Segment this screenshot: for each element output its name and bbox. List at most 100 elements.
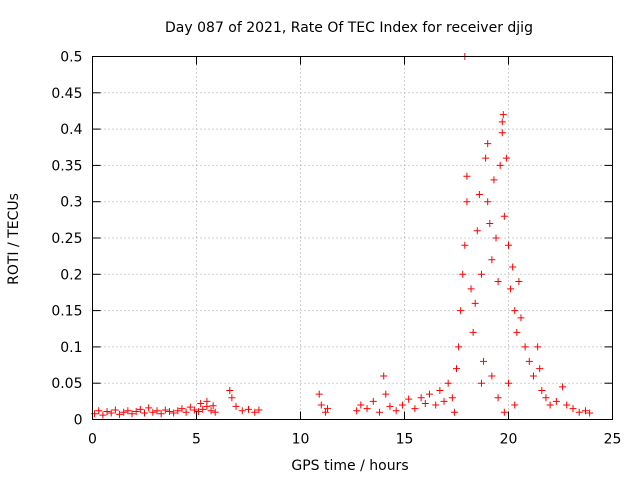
y-tick-label: 0.15: [51, 304, 82, 320]
data-point: [552, 397, 560, 405]
data-point: [499, 111, 507, 119]
data-point: [511, 307, 519, 315]
data-point: [324, 405, 332, 413]
data-point: [509, 263, 517, 271]
data-point: [255, 406, 263, 414]
data-point: [128, 410, 136, 418]
data-point: [228, 394, 236, 402]
data-point: [111, 406, 119, 414]
data-point: [455, 343, 463, 351]
data-point: [432, 401, 440, 409]
data-point: [546, 401, 554, 409]
data-point: [494, 394, 502, 402]
data-point: [116, 410, 124, 418]
data-point: [440, 397, 448, 405]
data-point: [436, 386, 444, 394]
data-point: [392, 407, 400, 415]
data-point: [461, 241, 469, 249]
data-point: [498, 118, 506, 126]
data-point: [457, 307, 465, 315]
data-point: [353, 407, 361, 415]
data-point: [471, 299, 479, 307]
data-point: [467, 285, 475, 293]
data-point: [521, 343, 529, 351]
data-point: [488, 256, 496, 264]
data-point: [496, 161, 504, 169]
y-tick-label: 0.45: [51, 86, 82, 102]
y-tick-label: 0.3: [60, 195, 82, 211]
data-point: [136, 405, 144, 413]
data-point: [211, 408, 219, 416]
y-tick-label: 0.1: [60, 340, 82, 356]
data-point: [488, 372, 496, 380]
data-point: [398, 401, 406, 409]
data-point: [586, 409, 594, 417]
data-point: [453, 365, 460, 373]
data-point: [153, 407, 161, 415]
data-point: [197, 400, 205, 408]
data-point: [559, 383, 567, 391]
data-point: [505, 379, 512, 387]
data-point: [120, 408, 128, 416]
data-point: [245, 405, 252, 413]
y-tick-label: 0.4: [60, 122, 82, 138]
y-axis-label: ROTI / TECUs: [6, 193, 22, 285]
data-point: [132, 408, 140, 416]
data-point: [542, 394, 550, 402]
x-tick-label: 10: [292, 432, 310, 448]
data-point: [417, 394, 425, 402]
data-point: [569, 405, 577, 413]
data-point: [513, 328, 521, 336]
data-point: [174, 407, 182, 415]
data-point: [141, 409, 148, 417]
data-point: [421, 400, 429, 408]
data-point: [382, 390, 390, 398]
data-point: [357, 401, 365, 409]
data-point: [209, 402, 217, 410]
data-point: [186, 403, 194, 411]
data-point: [369, 397, 377, 405]
y-tick-label: 0.25: [51, 231, 82, 247]
data-point: [517, 314, 525, 322]
data-point: [145, 404, 153, 412]
data-point: [494, 278, 502, 286]
x-tick-label: 15: [396, 432, 414, 448]
data-point: [95, 407, 103, 415]
y-tick-label: 0: [74, 413, 83, 429]
data-point: [380, 372, 388, 380]
data-point: [529, 372, 537, 380]
data-point: [124, 407, 132, 415]
data-point: [182, 408, 190, 416]
data-point: [207, 407, 215, 415]
data-point: [463, 198, 471, 206]
data-point: [448, 394, 456, 402]
data-point: [178, 405, 186, 413]
data-point: [161, 406, 169, 414]
data-point: [575, 408, 583, 416]
data-point: [251, 408, 259, 416]
data-point: [321, 408, 329, 416]
data-point: [411, 405, 419, 413]
data-point: [536, 365, 544, 373]
data-point: [157, 410, 165, 418]
data-point: [405, 395, 413, 403]
data-point: [525, 357, 533, 365]
data-point: [492, 234, 500, 242]
data-point: [103, 408, 111, 416]
data-point: [477, 270, 485, 278]
data-point: [315, 390, 323, 398]
data-point: [459, 270, 467, 278]
data-point: [507, 285, 515, 293]
data-point: [475, 190, 483, 198]
data-point: [165, 408, 173, 416]
data-point: [170, 409, 178, 417]
data-point: [480, 357, 488, 365]
data-point: [226, 386, 234, 394]
data-point: [563, 401, 571, 409]
y-tick-label: 0.35: [51, 158, 82, 174]
data-point: [149, 408, 157, 416]
data-point: [484, 140, 492, 148]
data-point: [376, 408, 384, 416]
data-point: [190, 406, 198, 414]
